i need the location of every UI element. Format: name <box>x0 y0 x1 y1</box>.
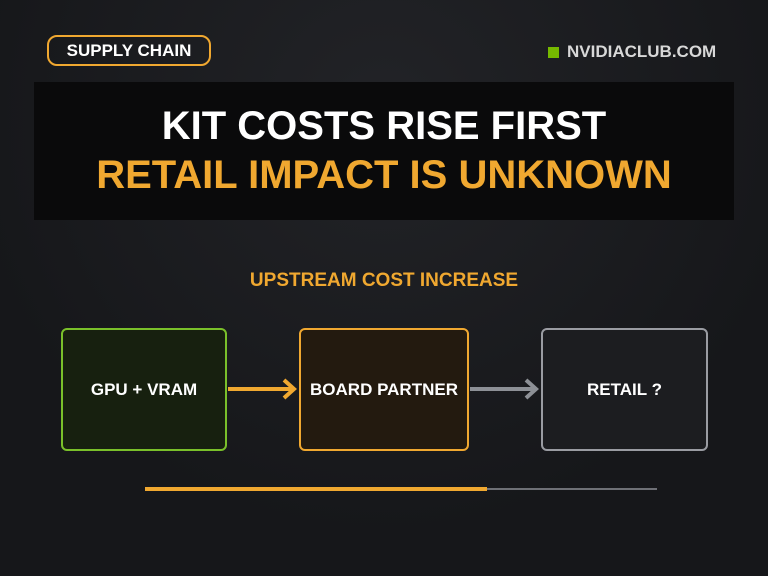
title-box: KIT COSTS RISE FIRST RETAIL IMPACT IS UN… <box>34 82 734 220</box>
node: RETAIL ? <box>541 328 708 451</box>
title-line: KIT COSTS RISE FIRST <box>161 104 607 148</box>
node: BOARD PARTNER <box>299 328 469 451</box>
arrow-head <box>282 378 297 400</box>
arrow-head <box>524 378 539 400</box>
brand-icon <box>548 46 559 58</box>
brand: NVIDIACLUB.COM <box>548 42 716 62</box>
title-line: RETAIL IMPACT IS UNKNOWN <box>96 153 672 197</box>
brand-text: NVIDIACLUB.COM <box>567 42 717 61</box>
node: GPU + VRAM <box>61 328 227 451</box>
diagram-label: UPSTREAM COST INCREASE <box>249 270 519 291</box>
tag: SUPPLY CHAIN <box>47 35 211 66</box>
